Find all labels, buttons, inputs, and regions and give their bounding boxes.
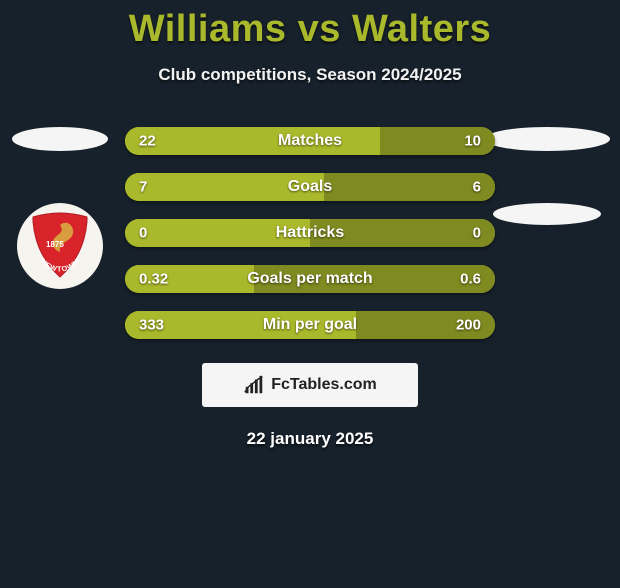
stat-label: Matches	[125, 132, 495, 150]
crest-year: 1875	[46, 240, 64, 249]
right-badges-column	[484, 127, 610, 225]
player2-name: Walters	[352, 8, 491, 50]
vs-word: vs	[298, 8, 341, 50]
stat-bars: 2210Matches 76Goals 00Hattricks 0.320.6Goal…	[125, 127, 495, 339]
placeholder-ellipse-icon	[484, 127, 610, 151]
snapshot-date: 22 january 2025	[0, 429, 620, 449]
placeholder-ellipse-icon	[493, 203, 601, 225]
stat-bar: 76Goals	[125, 173, 495, 201]
stat-label: Goals per match	[125, 270, 495, 288]
left-badges-column: 1875 NEWTOWN	[10, 127, 110, 289]
stat-label: Goals	[125, 178, 495, 196]
stat-label: Hattricks	[125, 224, 495, 242]
club-crest-shield-icon: 1875 NEWTOWN	[29, 211, 91, 281]
placeholder-ellipse-icon	[12, 127, 108, 151]
bar-chart-icon	[243, 374, 265, 396]
stat-bar: 2210Matches	[125, 127, 495, 155]
comparison-title: Williams vs Walters	[0, 8, 620, 51]
attribution-text: FcTables.com	[271, 376, 377, 394]
stat-label: Min per goal	[125, 316, 495, 334]
comparison-stage: 1875 NEWTOWN 2210Matches 76Goals 00Hattric…	[0, 127, 620, 339]
stat-bar: 333200Min per goal	[125, 311, 495, 339]
attribution-badge: FcTables.com	[202, 363, 418, 407]
comparison-subtitle: Club competitions, Season 2024/2025	[0, 65, 620, 85]
club-crest: 1875 NEWTOWN	[17, 203, 103, 289]
stat-bar: 00Hattricks	[125, 219, 495, 247]
stat-bar: 0.320.6Goals per match	[125, 265, 495, 293]
player1-name: Williams	[129, 8, 287, 50]
